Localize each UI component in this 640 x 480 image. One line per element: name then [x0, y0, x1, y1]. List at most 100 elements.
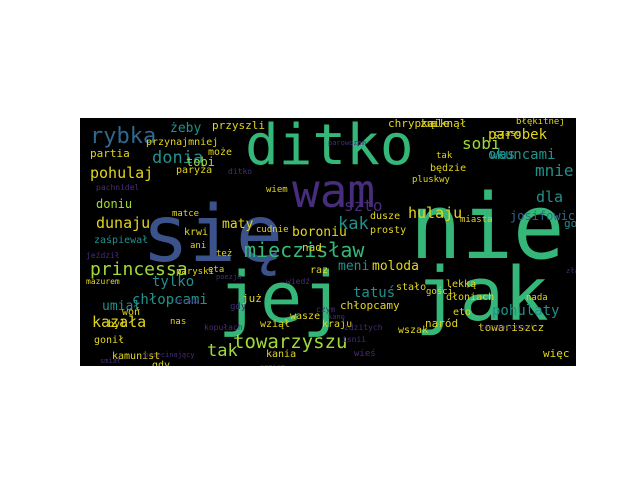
- word: mazurem: [86, 277, 120, 286]
- word: był: [108, 319, 127, 330]
- word: wieś: [354, 349, 376, 359]
- word: meni: [338, 259, 370, 274]
- word: okuncami: [488, 147, 556, 163]
- word: chłopcamy: [340, 299, 400, 312]
- word: nie: [410, 175, 565, 280]
- word: ditko: [228, 167, 253, 176]
- word: cudnie: [256, 225, 289, 235]
- word: zniknął: [420, 118, 467, 130]
- word: przecinający: [144, 351, 195, 359]
- word: ditko: [245, 118, 414, 178]
- word: umiał: [102, 299, 142, 314]
- word: gdy: [230, 302, 247, 312]
- word: kraju: [322, 319, 353, 330]
- word: pachnidel: [96, 183, 140, 192]
- word: zdzitych: [344, 323, 383, 332]
- word: przyszli: [212, 119, 265, 132]
- word: już: [242, 292, 262, 305]
- word: nas: [170, 317, 187, 327]
- word: hulaju: [408, 204, 463, 222]
- word: wiem: [266, 185, 288, 195]
- word: kak: [338, 214, 369, 234]
- word: kania: [266, 349, 297, 360]
- word: woń: [122, 307, 141, 318]
- word: gdy: [152, 360, 171, 367]
- word: przynajmniej: [146, 137, 219, 148]
- word: gorbaczów: [564, 217, 576, 230]
- word: tak: [207, 341, 238, 361]
- word: błękitnej: [516, 118, 565, 127]
- word-cloud: nie się jak jej ditko wam rybka princess…: [80, 118, 576, 366]
- word: isnii: [342, 335, 367, 344]
- word: też: [216, 249, 233, 259]
- word: ogniem: [260, 364, 285, 367]
- word: gonił: [94, 335, 125, 346]
- word: ani: [190, 241, 207, 251]
- word: towariszcz: [478, 321, 545, 334]
- word: matce: [172, 209, 200, 219]
- word: żeby: [170, 121, 202, 136]
- word: zagranicznych: [480, 323, 535, 331]
- word: tobi: [186, 155, 215, 169]
- word: parobek: [488, 127, 548, 143]
- word: paryski: [176, 267, 214, 277]
- word: więc: [543, 347, 570, 360]
- word: partia: [90, 147, 130, 160]
- word: dusze: [370, 211, 401, 222]
- word: paryża: [176, 165, 213, 176]
- word: może: [208, 147, 233, 158]
- word: dłoniach: [446, 292, 495, 303]
- word: rzezacz: [170, 297, 200, 305]
- word: smiał: [100, 357, 122, 365]
- word: szto: [344, 196, 383, 215]
- word: tylko: [152, 274, 195, 290]
- word: boroniu: [292, 225, 347, 240]
- word: mnie: [535, 161, 574, 180]
- word: poezja: [216, 273, 242, 281]
- word: ale: [430, 118, 450, 130]
- word: pluskwy: [412, 175, 450, 185]
- word: jeździł: [86, 251, 120, 260]
- word: będzie: [430, 163, 467, 174]
- word: wiedź: [286, 277, 311, 286]
- word: moloda: [372, 259, 419, 274]
- word: wam: [292, 164, 376, 218]
- word: josifowicz: [510, 209, 576, 223]
- word: złą: [566, 267, 576, 275]
- word: eto: [453, 307, 472, 318]
- word: pohulaty: [492, 303, 560, 319]
- word: chrypką: [388, 118, 435, 130]
- word: czasu: [494, 129, 522, 139]
- word: kamunist: [112, 351, 161, 362]
- word: raz: [310, 265, 329, 276]
- word: kanę: [328, 313, 345, 321]
- word: gości: [426, 287, 454, 297]
- word: lekką: [446, 279, 477, 290]
- word: czym: [316, 305, 336, 314]
- word: miasta: [460, 215, 493, 225]
- word: tatuś: [353, 285, 396, 301]
- word: dunaju: [96, 214, 151, 232]
- word: parowozem: [328, 139, 366, 147]
- word: naród: [425, 317, 459, 330]
- word: wziął: [260, 319, 291, 330]
- word: jak: [415, 252, 549, 338]
- word: maty: [222, 217, 254, 232]
- word: chłopcami: [132, 292, 208, 308]
- word: zaśpiewał: [94, 235, 149, 246]
- word: mieczisław: [244, 238, 365, 262]
- word: sobi: [462, 134, 501, 153]
- word: eta: [208, 265, 225, 275]
- word: kazała: [92, 313, 147, 331]
- word: prosty: [370, 225, 407, 236]
- word: krwi: [184, 227, 209, 238]
- word: stało: [396, 282, 427, 293]
- word: pohulaj: [90, 164, 154, 182]
- word: jej: [218, 257, 345, 339]
- word: wszak: [398, 325, 429, 336]
- word: dla: [536, 188, 564, 206]
- word: nad: [302, 241, 322, 254]
- word: towarzyszu: [233, 331, 348, 353]
- word: nada: [526, 293, 548, 303]
- word: wasze: [290, 311, 321, 322]
